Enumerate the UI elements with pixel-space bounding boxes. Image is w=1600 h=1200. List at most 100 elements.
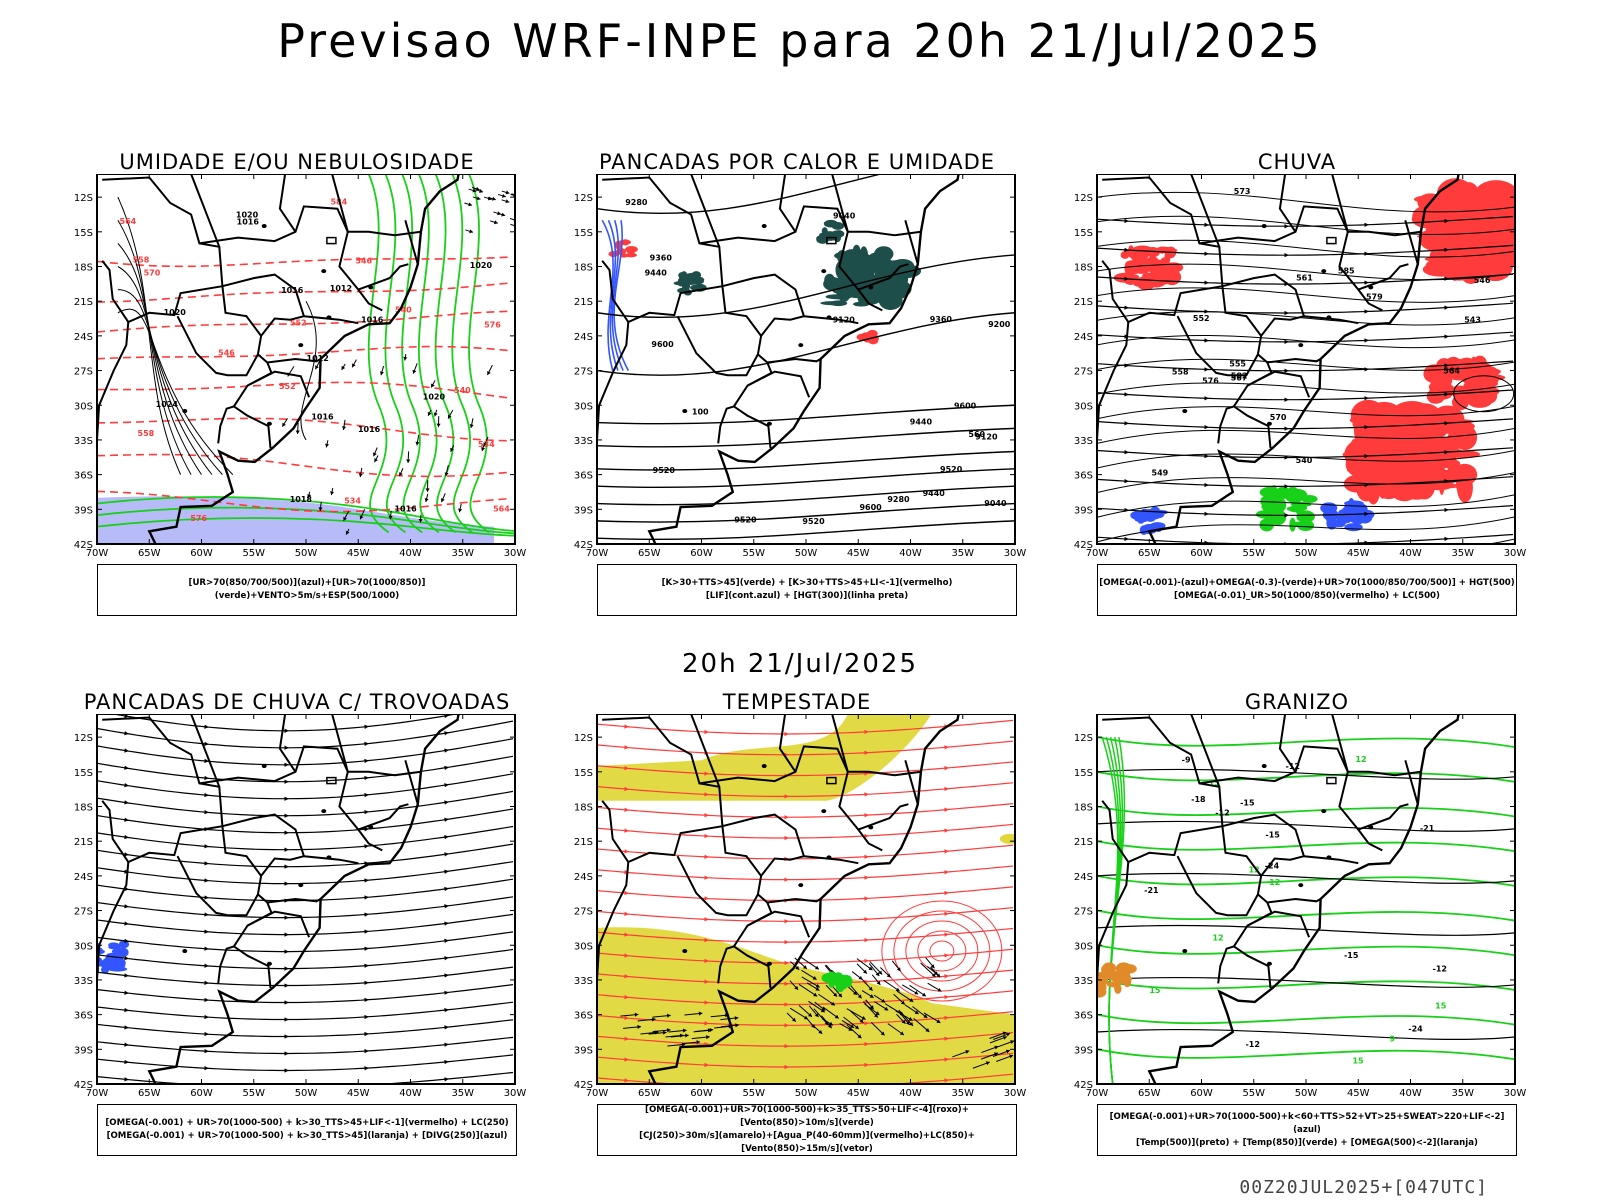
jet-area-yellow	[597, 714, 932, 801]
streamline-arrow	[704, 937, 709, 943]
contour-label: 12	[1269, 878, 1280, 887]
streamline-arrow	[864, 792, 869, 797]
streamline	[1097, 476, 1514, 487]
hgt500-contour	[1097, 215, 1515, 236]
streamline-arrow	[944, 745, 949, 750]
lake	[1261, 224, 1267, 229]
streamline-arrow	[1124, 247, 1129, 252]
contour-label: 9520	[653, 466, 676, 475]
streamline-arrow	[124, 800, 129, 805]
wind-vector-head	[1010, 1040, 1015, 1044]
humidity-contour-green	[97, 517, 515, 537]
streamline-arrow	[364, 1066, 369, 1071]
contour-label: -15	[1265, 830, 1280, 839]
shaded-area	[1526, 223, 1547, 246]
border-line	[831, 174, 849, 233]
hgt300-contour	[597, 468, 1015, 489]
streamline-arrow	[1284, 253, 1289, 258]
shaded-area	[1342, 449, 1374, 460]
streamline-arrow	[364, 878, 369, 883]
contour-label: 15	[1209, 779, 1221, 788]
lat-tick-label: 27S	[1074, 367, 1093, 378]
contour-label: 9280	[625, 198, 648, 207]
streamline-arrow	[124, 938, 129, 943]
wind-vector-head	[828, 1021, 833, 1026]
wind-vector-head	[859, 1018, 864, 1023]
contour-label: 1016	[281, 286, 304, 295]
streamline-arrow	[1444, 450, 1449, 455]
streamline-arrow	[624, 828, 629, 833]
wind-vector-head	[388, 515, 393, 520]
streamline	[97, 913, 514, 936]
lake	[1266, 421, 1272, 426]
panel-tempestade: TEMPESTADE 12S 15S 18S 21S 24S 27S 30S 33S 36S 39S…	[547, 690, 1047, 1160]
border-line	[717, 405, 735, 444]
border-line	[1097, 321, 1130, 449]
mid-time-label: 20h 21/Jul/2025	[682, 649, 918, 679]
panel-legend: [K>30+TTS>45](verde) + [K>30+TTS>45+LI<-…	[597, 564, 1017, 616]
temp850-contour	[1108, 736, 1122, 1084]
shaded-area	[1528, 196, 1534, 212]
streamline-arrow	[704, 1000, 709, 1005]
wind-vector-head	[493, 220, 498, 225]
lat-tick-label: 39S	[1074, 505, 1093, 516]
streamline-arrow	[204, 980, 209, 985]
lon-tick-label: 70W	[86, 1088, 109, 1099]
wind-vector-head	[476, 196, 481, 201]
streamline	[97, 1019, 514, 1038]
streamline-arrow	[1444, 305, 1449, 310]
wind-vector-head	[1006, 1032, 1011, 1037]
contour-line	[97, 282, 512, 303]
lon-tick-label: 60W	[190, 548, 213, 559]
wind-vector-head	[487, 371, 491, 376]
lat-tick-label: 30S	[574, 941, 593, 952]
streamline-arrow	[944, 932, 949, 937]
lake	[266, 421, 272, 426]
wind-vector-head	[965, 1050, 970, 1054]
temp500-contour	[1097, 820, 1515, 832]
contour-line	[97, 417, 512, 442]
contour-label: 576	[190, 514, 207, 523]
streamline-arrow	[204, 997, 209, 1003]
border-line	[722, 273, 806, 337]
temp850-contour	[1097, 979, 1515, 991]
streamline-arrow	[364, 775, 369, 781]
lon-tick-label: 50W	[295, 1088, 318, 1099]
wind-vector-head	[425, 488, 430, 492]
lake	[1266, 961, 1272, 966]
isobar	[300, 300, 317, 441]
streamline-arrow	[1444, 363, 1449, 368]
streamline-arrow	[124, 973, 129, 978]
border-line	[699, 745, 883, 852]
border-line	[690, 714, 721, 788]
wind-vector	[913, 1018, 930, 1033]
lon-tick-label: 40W	[399, 1088, 422, 1099]
lake	[266, 961, 272, 966]
streamline-arrow	[864, 1021, 869, 1026]
panel-title: TEMPESTADE	[722, 690, 872, 714]
streamline-arrow	[784, 731, 789, 737]
lake	[1182, 409, 1188, 414]
wind-vector-head	[936, 973, 941, 978]
contour-label: 1020	[470, 261, 493, 270]
wind-vector-head	[791, 1017, 796, 1022]
streamline-arrow	[1124, 450, 1129, 455]
streamline-arrow	[364, 758, 369, 764]
temp500-contour	[1097, 1028, 1515, 1040]
border-line	[747, 910, 811, 938]
shaded-area	[1367, 401, 1401, 425]
wind-vector	[846, 1008, 866, 1020]
jet-area-yellow	[999, 833, 1015, 844]
hgt500-contour	[1097, 263, 1515, 281]
border-line	[190, 714, 221, 788]
streamline-arrow	[624, 911, 629, 916]
panel-title: PANCADAS DE CHUVA C/ TROVOADAS	[83, 690, 511, 714]
border-line	[247, 370, 311, 398]
streamline-arrow	[624, 890, 629, 896]
streamline-arrow	[864, 833, 869, 839]
wind-vector-head	[481, 447, 486, 451]
lat-tick-label: 39S	[74, 1045, 93, 1056]
border-line	[199, 745, 383, 852]
contour-label: 1016	[394, 504, 417, 513]
legend-line: [OMEGA(-0.01)_UR>50(1000/850)(vermelho) …	[1174, 591, 1440, 601]
